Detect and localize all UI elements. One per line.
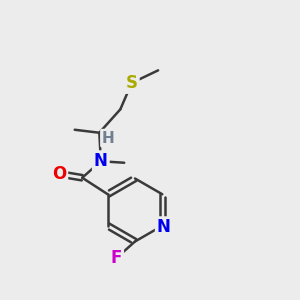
Text: H: H xyxy=(102,130,115,146)
Text: N: N xyxy=(157,218,171,236)
Text: N: N xyxy=(94,152,108,170)
Text: S: S xyxy=(126,74,138,92)
Text: O: O xyxy=(52,165,66,183)
Text: F: F xyxy=(111,249,122,267)
